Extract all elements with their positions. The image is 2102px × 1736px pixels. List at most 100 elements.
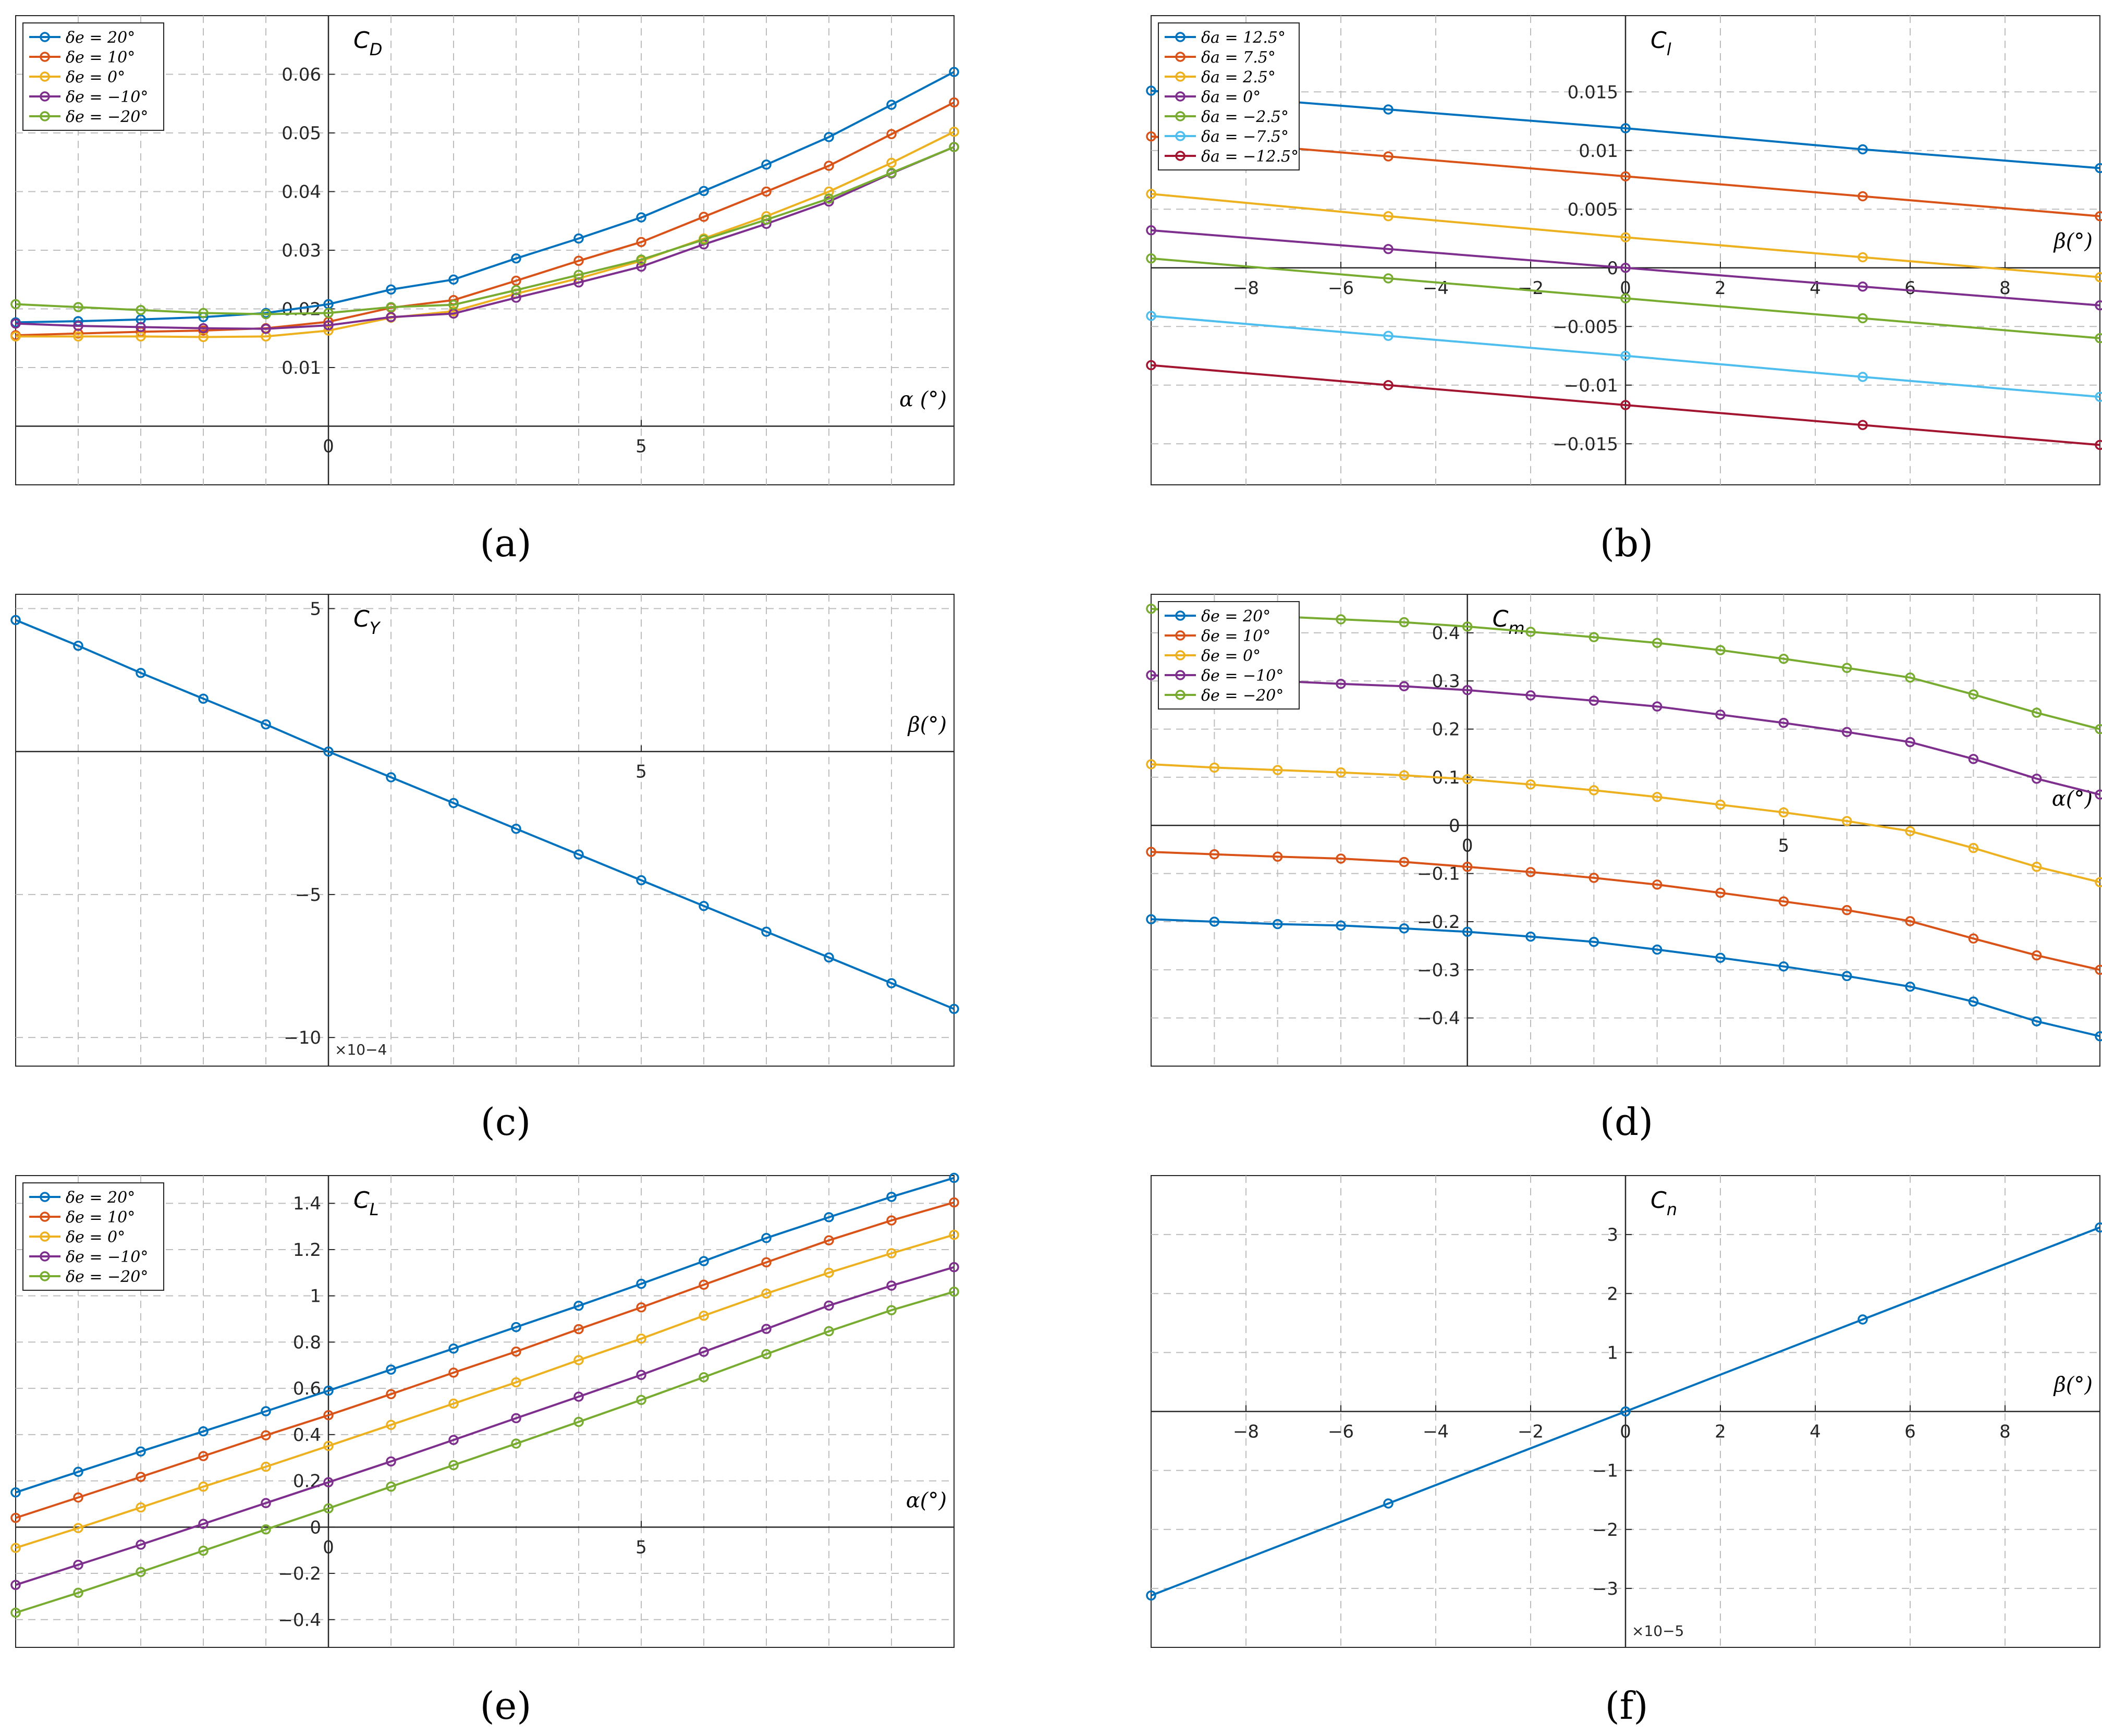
chart-b-ytick-0: 0	[1607, 258, 1618, 279]
chart-e-series-2-point-6	[386, 1420, 396, 1430]
chart-a-ytick-0-04: 0.04	[282, 182, 321, 203]
chart-d-series-3-point-7	[1588, 695, 1599, 706]
chart-d-series-0-point-13	[1968, 996, 1979, 1007]
chart-c-series-0-point-10	[636, 875, 646, 886]
chart-b-series-2-point-0	[1146, 189, 1156, 199]
chart-e-legend-marker-0	[40, 1192, 50, 1202]
chart-d-legend-marker-4	[1175, 690, 1186, 700]
chart-e-series-4-point-12	[761, 1349, 772, 1360]
chart-d-series-1-point-8	[1652, 879, 1663, 890]
chart-e-series-0-point-7	[448, 1343, 459, 1354]
chart-b-xtick-2: −2	[1518, 278, 1544, 299]
chart-d-series-2-point-7	[1588, 785, 1599, 796]
chart-a-series-2-point-2	[136, 331, 146, 342]
chart-e-series-2-point-11	[699, 1311, 709, 1321]
chart-e-series-4-point-14	[886, 1305, 897, 1315]
chart-f-xtick-8: −8	[1233, 1422, 1259, 1442]
chart-d-legend-marker-3	[1175, 670, 1186, 680]
chart-f-xtick-4: 4	[1810, 1422, 1821, 1442]
chart-b-series-0	[1146, 85, 2102, 174]
chart-e-series-1-point-9	[573, 1324, 584, 1335]
chart-d-legend-label-3: δe = −10°	[1201, 667, 1284, 685]
chart-d-series-2-point-2	[1272, 765, 1283, 775]
chart-c-series-0-point-9	[573, 849, 584, 860]
chart-a-series-3-point-1	[73, 321, 83, 331]
chart-e-xtick-0: 0	[323, 1537, 334, 1558]
chart-d-series-3-point-8	[1652, 701, 1663, 712]
chart-e-series-3-point-5	[323, 1477, 334, 1487]
chart-d-series-4-point-5	[1462, 621, 1473, 632]
chart-e-series-3-point-6	[386, 1456, 396, 1467]
chart-f-series-0-point-2	[1620, 1406, 1631, 1417]
chart-b-series-1-point-0	[1146, 131, 1156, 142]
chart-e-series-2-point-8	[511, 1377, 521, 1388]
chart-b-title-sub: l	[1667, 40, 1671, 59]
chart-c-series-0-point-12	[761, 926, 772, 937]
chart-d-series-2-point-8	[1652, 792, 1663, 802]
chart-b-xtick-6: 6	[1904, 278, 1916, 299]
chart-a-series-1-point-9	[573, 255, 584, 266]
chart-e-series-4-point-8	[511, 1438, 521, 1449]
chart-b-legend-label-4: δa = −2.5°	[1201, 108, 1289, 126]
chart-d-series-2-point-14	[2031, 861, 2042, 872]
chart-e-series-4-point-7	[448, 1460, 459, 1471]
chart-c-title: CY	[353, 606, 381, 638]
chart-e-series-3-point-3	[198, 1519, 209, 1529]
chart-d-series-2-point-3	[1336, 767, 1346, 778]
chart-a-series-4-point-15	[949, 142, 959, 152]
chart-a-legend-marker-3	[40, 91, 50, 102]
chart-d-series-2-point-5	[1462, 774, 1473, 785]
chart-b-title: Cl	[1651, 27, 1671, 59]
chart-d-series-0-point-11	[1841, 971, 1852, 982]
chart-e-series-1-point-0	[10, 1512, 21, 1523]
chart-f-ytick-3: −3	[1592, 1579, 1618, 1599]
chart-b-ytick-0-005: −0.005	[1553, 316, 1618, 337]
chart-e-series-0-point-15	[949, 1172, 959, 1183]
chart-d-series-4-point-8	[1652, 638, 1663, 649]
chart-a-series-2-line	[16, 131, 955, 338]
chart-a-series-3-point-13	[824, 196, 834, 207]
chart-e-series-2-point-15	[949, 1229, 959, 1240]
chart-d-series-2-point-4	[1399, 770, 1410, 780]
chart-c-ytick-10: −10	[284, 1028, 321, 1048]
chart-f-xtick-8: 8	[1999, 1422, 2011, 1442]
chart-b-series-3-point-2	[1620, 263, 1631, 273]
chart-a-series-4-point-10	[636, 254, 646, 265]
chart-d-series-4-point-6	[1525, 627, 1536, 637]
chart-d-series-1-point-15	[2095, 964, 2102, 975]
chart-e-series-2-point-5	[323, 1440, 334, 1451]
chart-b-series-6-point-1	[1383, 380, 1394, 390]
chart-d-title-sub: m	[1508, 618, 1524, 638]
chart-d-series-0-point-1	[1209, 916, 1220, 927]
chart-d-series-3-point-11	[1841, 727, 1852, 737]
chart-e-series-1-point-1	[73, 1492, 83, 1503]
chart-a-series-1-point-13	[824, 161, 834, 171]
chart-e-series-2	[10, 1229, 959, 1553]
chart-e-series-3-line	[15, 1266, 955, 1586]
chart-e-series-4-point-11	[699, 1372, 709, 1383]
chart-d-series-2-point-11	[1841, 816, 1852, 826]
chart-c-xtick-5: 5	[636, 762, 647, 783]
chart-b: −8 −6 −4 −2 0 2 4 6 8−0.015−0.01−0.00500.0050.01…	[1146, 15, 2102, 485]
chart-a-series-1-point-10	[636, 237, 646, 247]
chart-d-series-3-point-6	[1525, 690, 1536, 701]
chart-e-series-1-point-12	[761, 1257, 772, 1268]
chart-d-series-2-point-0	[1146, 759, 1156, 769]
chart-panel-f: −8 −6 −4 −2 0 2 4 6 8 −3 −2 −1 1 2 3 ×10−5 Cn β(°)	[1146, 1175, 2102, 1648]
chart-d-series-0-point-10	[1778, 961, 1789, 972]
chart-d-series-3-point-9	[1715, 710, 1726, 720]
chart-a-ytick-0-05: 0.05	[282, 123, 321, 144]
chart-c-series-0-point-4	[261, 719, 271, 730]
chart-c-ytick-5: −5	[295, 885, 321, 906]
chart-a-legend-label-0: δe = 20°	[66, 29, 135, 47]
chart-d-series-4-point-12	[1905, 673, 1915, 683]
chart-b-series-5-point-3	[1857, 372, 1868, 382]
chart-e-legend-label-2: δe = 0°	[66, 1228, 125, 1246]
chart-a-series-3-point-4	[261, 324, 271, 334]
chart-a-legend-marker-4	[40, 111, 50, 121]
chart-d-series-3-point-12	[1905, 737, 1915, 748]
chart-c-series-0-point-13	[824, 952, 834, 963]
chart-f-title-sub: n	[1667, 1200, 1677, 1219]
chart-d-series-3-point-10	[1778, 717, 1789, 728]
chart-e-series-3-point-14	[886, 1280, 897, 1291]
